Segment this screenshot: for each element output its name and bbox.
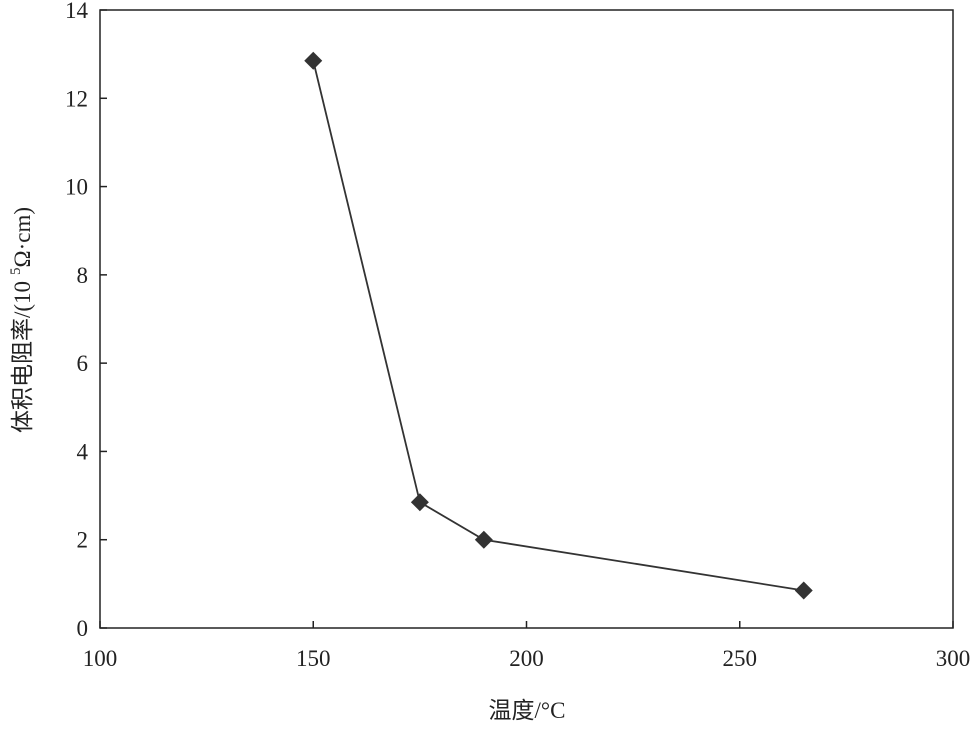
y-tick-label: 0 [77, 616, 89, 641]
y-tick-label: 12 [65, 86, 88, 111]
x-tick-label: 100 [83, 646, 118, 671]
data-line [312, 60, 804, 592]
data-point [794, 581, 813, 600]
y-tick-label: 10 [65, 175, 88, 200]
x-tick-label: 150 [296, 646, 331, 671]
x-tick-label: 200 [509, 646, 544, 671]
y-tick-label: 4 [77, 439, 89, 464]
y-axis-label-sup: 5 [8, 267, 24, 275]
y-axis-label: 体积电阻率/(10 5Ω·cm) [8, 207, 35, 433]
plot-frame [99, 9, 954, 629]
y-axis-label-part: Ω·cm) [10, 207, 35, 268]
x-tick-label: 300 [936, 646, 971, 671]
y-tick-label: 14 [65, 0, 89, 23]
data-point [304, 51, 323, 70]
data-point [474, 530, 493, 549]
y-tick-label: 2 [77, 528, 89, 553]
y-tick-label: 8 [77, 263, 89, 288]
y-axis-label-part: 体积电阻率/(10 [10, 281, 35, 433]
x-axis-label: 温度/°C [489, 698, 566, 723]
x-tick-label: 250 [723, 646, 758, 671]
data-point [410, 493, 429, 512]
y-tick-label: 6 [77, 351, 89, 376]
